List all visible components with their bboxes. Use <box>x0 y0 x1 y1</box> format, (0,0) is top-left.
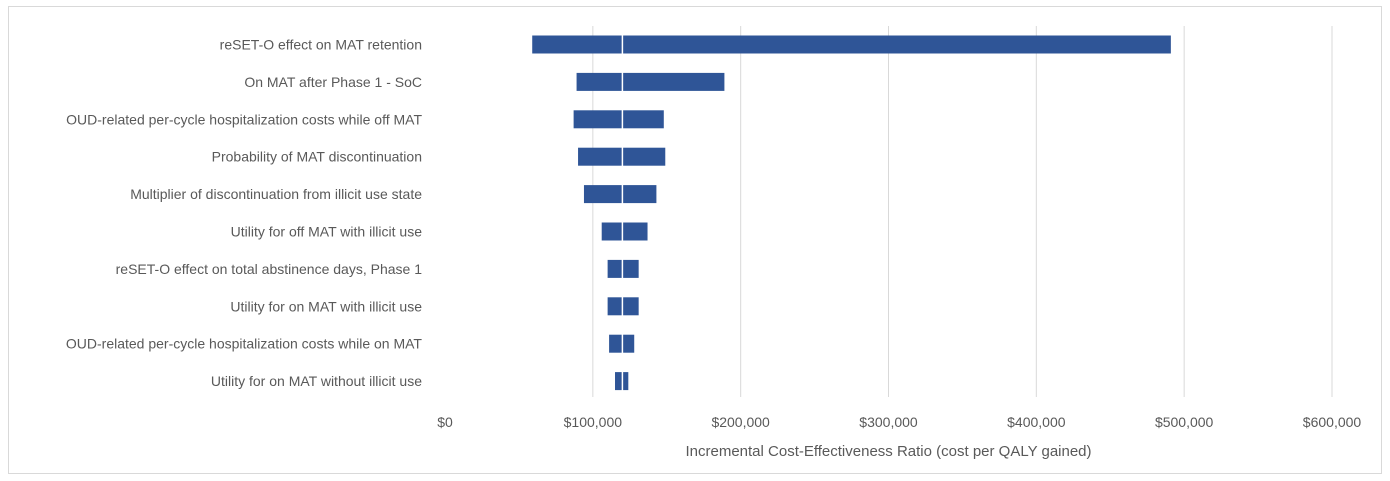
x-tick-label-1: $100,000 <box>564 414 623 430</box>
bar-0 <box>532 35 1171 54</box>
category-label-8: OUD-related per-cycle hospitalization co… <box>66 336 423 352</box>
category-label-9: Utility for on MAT without illicit use <box>211 373 422 389</box>
x-tick-label-6: $600,000 <box>1303 414 1362 430</box>
bar-4 <box>583 185 657 204</box>
category-label-2: OUD-related per-cycle hospitalization co… <box>66 111 422 127</box>
x-tick-label-5: $500,000 <box>1155 414 1214 430</box>
bars <box>532 35 1171 391</box>
x-tick-label-2: $200,000 <box>711 414 770 430</box>
bar-1 <box>576 72 725 91</box>
category-label-7: Utility for on MAT with illicit use <box>230 298 422 314</box>
category-labels: reSET-O effect on MAT retention On MAT af… <box>66 37 423 390</box>
x-tick-label-3: $300,000 <box>859 414 918 430</box>
bar-5 <box>601 222 648 241</box>
bar-2 <box>573 110 664 129</box>
category-label-6: reSET-O effect on total abstinence days,… <box>116 261 423 277</box>
category-label-1: On MAT after Phase 1 - SoC <box>244 74 422 90</box>
category-label-0: reSET-O effect on MAT retention <box>220 37 422 53</box>
x-tick-label-4: $400,000 <box>1007 414 1066 430</box>
category-label-5: Utility for off MAT with illicit use <box>231 224 423 240</box>
x-tick-labels: $0 $100,000 $200,000 $300,000 $400,000 $500,0… <box>437 414 1361 430</box>
x-tick-label-0: $0 <box>437 414 453 430</box>
category-label-4: Multiplier of discontinuation from illic… <box>130 186 422 202</box>
category-label-3: Probability of MAT discontinuation <box>212 149 422 165</box>
x-axis-title: Incremental Cost-Effectiveness Ratio (co… <box>685 443 1091 460</box>
